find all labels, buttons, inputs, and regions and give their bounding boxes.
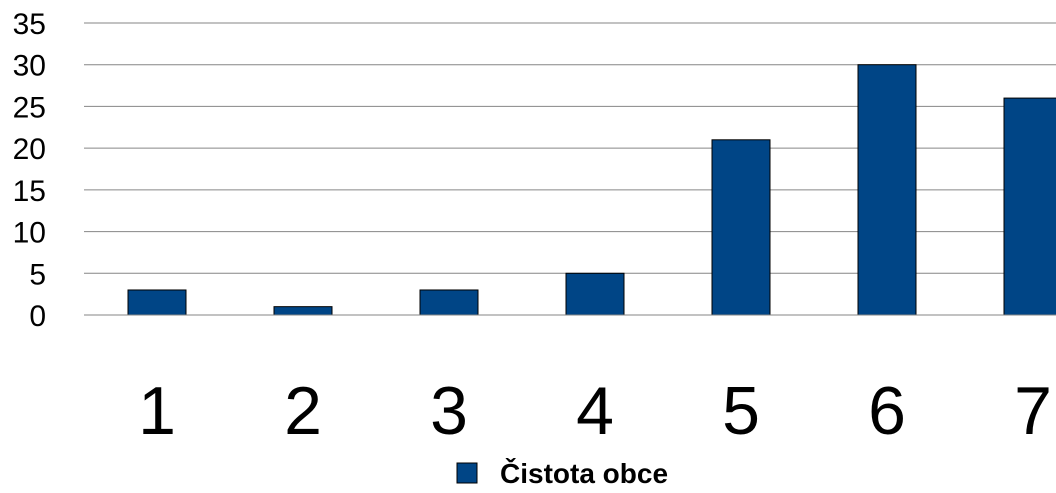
gridlines [84, 22, 1056, 274]
legend-swatch [456, 462, 478, 484]
x-tick-label: 5 [722, 373, 760, 449]
x-tick-label: 4 [576, 373, 614, 449]
y-axis-ticks: 0 5 10 15 20 25 30 35 [13, 8, 46, 333]
bars [127, 64, 1056, 316]
x-tick-label: 2 [284, 373, 322, 449]
y-tick-label: 10 [13, 217, 46, 250]
y-tick-label: 25 [13, 91, 46, 124]
y-tick-label: 20 [13, 133, 46, 166]
x-tick-label: 7 [1014, 373, 1052, 449]
x-tick-label: 6 [868, 373, 906, 449]
bar-7 [1003, 97, 1056, 316]
y-tick-label: 30 [13, 50, 46, 83]
x-tick-label: 1 [138, 373, 176, 449]
bar-2 [273, 306, 333, 316]
x-tick-label: 3 [430, 373, 468, 449]
bar-3 [419, 289, 479, 316]
y-tick-label: 5 [29, 258, 46, 291]
y-tick-label: 35 [13, 8, 46, 41]
bar-6 [857, 64, 917, 316]
y-tick-label: 15 [13, 175, 46, 208]
bar-4 [565, 272, 625, 316]
legend: Čistota obce [456, 457, 668, 489]
bar-5 [711, 139, 771, 316]
bar-1 [127, 289, 187, 316]
legend-label: Čistota obce [500, 457, 668, 489]
x-axis-ticks: 1 2 3 4 5 6 7 [138, 373, 1052, 449]
y-tick-label: 0 [29, 300, 46, 333]
